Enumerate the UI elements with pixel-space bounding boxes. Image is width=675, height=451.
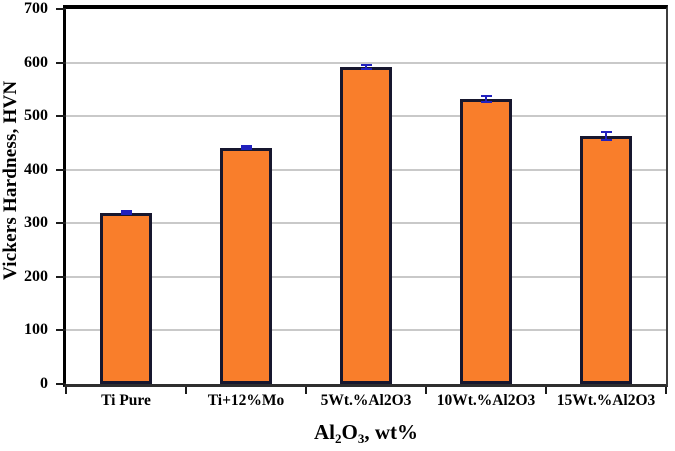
y-tick-label: 500: [24, 107, 48, 125]
x-tick-label-3: 5Wt.%Al2O3: [320, 392, 412, 409]
y-axis-tick: [56, 8, 66, 10]
error-bar-cap: [600, 138, 612, 142]
bar-3: [340, 66, 392, 384]
x-axis-title-subscript: 3: [357, 430, 365, 446]
y-tick-label: 100: [24, 321, 48, 339]
error-bar-cap: [360, 67, 372, 71]
y-tick-label: 600: [24, 53, 48, 71]
y-axis-tick: [56, 383, 66, 385]
x-axis-tick: [305, 387, 307, 394]
error-bar-4: [480, 94, 492, 104]
x-tick-label-4: 10Wt.%Al2O3: [436, 392, 536, 409]
x-axis-tick: [665, 387, 667, 394]
x-axis-title-subscript: 2: [334, 430, 342, 446]
bar-1: [100, 212, 152, 384]
x-axis-title-text: Al: [313, 420, 335, 444]
y-tick-label: 300: [24, 214, 48, 232]
error-bar-cap: [480, 100, 492, 104]
plot-area: [56, 5, 668, 394]
y-axis-tick: [56, 115, 66, 118]
error-bar-1: [120, 210, 132, 215]
x-axis-tick: [65, 387, 67, 394]
y-axis-tick: [56, 275, 66, 278]
error-bar-cap: [480, 94, 492, 98]
bar-4: [460, 99, 512, 384]
error-bar-cap: [240, 145, 252, 148]
error-bar-cap: [120, 212, 132, 215]
x-tick-label-1: Ti Pure: [101, 392, 151, 409]
error-bar-5: [600, 130, 612, 142]
x-axis-tick: [545, 387, 547, 394]
x-tick-label-2: Ti+12%Mo: [207, 392, 285, 409]
error-bar-stem: [244, 145, 248, 151]
y-tick-label: 400: [24, 160, 48, 178]
y-axis-tick: [56, 61, 66, 64]
y-axis-tick: [56, 168, 66, 171]
error-bar-cap: [120, 210, 132, 213]
error-bar-cap: [600, 130, 612, 134]
error-bar-stem: [604, 130, 608, 142]
x-axis-title-text: O: [341, 420, 358, 444]
error-bar-cap: [360, 63, 372, 67]
error-bar-stem: [484, 94, 488, 104]
x-axis-title-text: , wt%: [364, 420, 419, 444]
y-axis-tick-labels: 0 100 200 300 400 500 600 700: [0, 1, 56, 392]
y-tick-label: 200: [24, 267, 48, 285]
error-bar-cap: [240, 147, 252, 151]
bar-2: [220, 147, 272, 384]
bar-5: [580, 135, 632, 384]
y-axis-tick: [56, 222, 66, 225]
y-axis-tick: [56, 329, 66, 332]
error-bar-stem: [364, 63, 368, 71]
x-axis-tick: [425, 387, 427, 394]
y-tick-label: 0: [40, 375, 48, 392]
x-axis-tick-labels: Ti Pure Ti+12%Mo 5Wt.%Al2O3 10Wt.%Al2O3 15Wt…: [66, 392, 666, 412]
error-bar-3: [360, 63, 372, 71]
x-axis-tick: [185, 387, 187, 394]
y-tick-label: 700: [24, 0, 48, 17]
x-tick-label-5: 15Wt.%Al2O3: [556, 392, 656, 409]
x-axis-title: Al2O3, wt%: [66, 420, 666, 447]
error-bar-2: [240, 145, 252, 151]
gridline: [66, 61, 666, 64]
